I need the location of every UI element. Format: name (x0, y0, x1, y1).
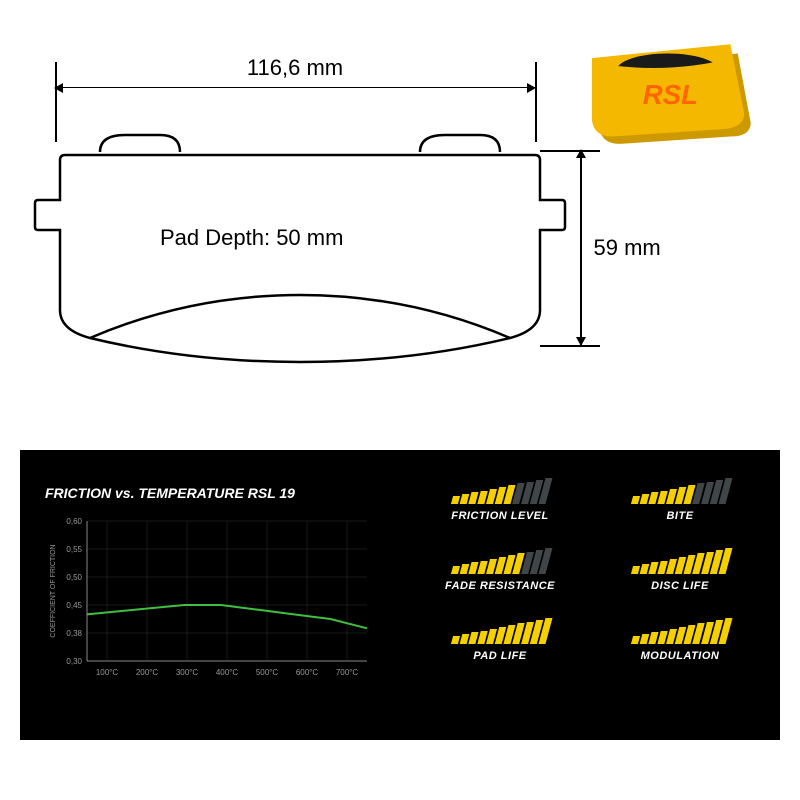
rating-label: FRICTION LEVEL (420, 510, 580, 522)
rating-bars (420, 550, 580, 574)
x-tick-label: 400°C (216, 668, 239, 677)
diagram-panel: 116,6 mm Pad Depth: 50 mm 59 mm RSL (0, 0, 800, 430)
rating-fade-resistance: FADE RESISTANCE (420, 550, 580, 592)
x-tick-label: 700°C (336, 668, 359, 677)
rating-bar (639, 634, 649, 644)
rating-bar (630, 566, 639, 574)
height-label: 59 mm (594, 235, 661, 261)
rating-label: BITE (600, 510, 760, 522)
rating-label: MODULATION (600, 650, 760, 662)
rating-bar (639, 564, 649, 574)
y-tick-label: 0,60 (66, 517, 82, 526)
rating-bar (450, 496, 459, 504)
rating-bar (450, 636, 459, 644)
height-dimension: 59 mm (580, 150, 661, 345)
rating-bar (459, 494, 469, 504)
rating-bite: BITE (600, 480, 760, 522)
rating-bars (600, 550, 760, 574)
chart-svg: COEFFICIENT OF FRICTION 0,60 0,55 0,50 0,45 0… (45, 513, 385, 703)
brand-text: RSL (643, 79, 698, 110)
rating-friction-level: FRICTION LEVEL (420, 480, 580, 522)
rating-label: PAD LIFE (420, 650, 580, 662)
x-tick-label: 100°C (96, 668, 119, 677)
rating-bar (639, 494, 649, 504)
rating-bars (420, 480, 580, 504)
rating-bar (459, 564, 469, 574)
y-tick-label: 0,55 (66, 545, 82, 554)
rating-bars (600, 620, 760, 644)
y-tick-label: 0,38 (66, 629, 82, 638)
y-tick-label: 0,45 (66, 601, 82, 610)
rating-bar (450, 566, 459, 574)
rating-pad-life: PAD LIFE (420, 620, 580, 662)
x-tick-label: 200°C (136, 668, 159, 677)
x-tick-label: 500°C (256, 668, 279, 677)
rating-label: FADE RESISTANCE (420, 580, 580, 592)
width-dimension: 116,6 mm (55, 55, 535, 88)
height-dim-line (580, 150, 582, 345)
rating-bar (630, 636, 639, 644)
rating-bar (630, 496, 639, 504)
ratings-block: FRICTION LEVEL BITE FADE RESISTANCE DISC LI… (420, 480, 760, 662)
rating-bar (459, 634, 469, 644)
width-label: 116,6 mm (55, 55, 535, 81)
x-tick-label: 600°C (296, 668, 319, 677)
performance-panel: FRICTION vs. TEMPERATURE RSL 19 COEFFICI… (20, 450, 780, 740)
rating-disc-life: DISC LIFE (600, 550, 760, 592)
rating-bars (420, 620, 580, 644)
pad-depth-label: Pad Depth: 50 mm (160, 225, 343, 251)
y-tick-label: 0,30 (66, 657, 82, 666)
x-tick-label: 300°C (176, 668, 199, 677)
rating-bars (600, 480, 760, 504)
width-dim-line (55, 87, 535, 88)
friction-chart: FRICTION vs. TEMPERATURE RSL 19 COEFFICI… (45, 485, 385, 720)
extension-line-bottom (540, 345, 600, 347)
y-axis-label: COEFFICIENT OF FRICTION (50, 544, 57, 637)
rsl-product-badge: RSL (575, 35, 775, 155)
rating-label: DISC LIFE (600, 580, 760, 592)
rating-modulation: MODULATION (600, 620, 760, 662)
y-tick-label: 0,50 (66, 573, 82, 582)
chart-title: FRICTION vs. TEMPERATURE RSL 19 (45, 485, 385, 501)
